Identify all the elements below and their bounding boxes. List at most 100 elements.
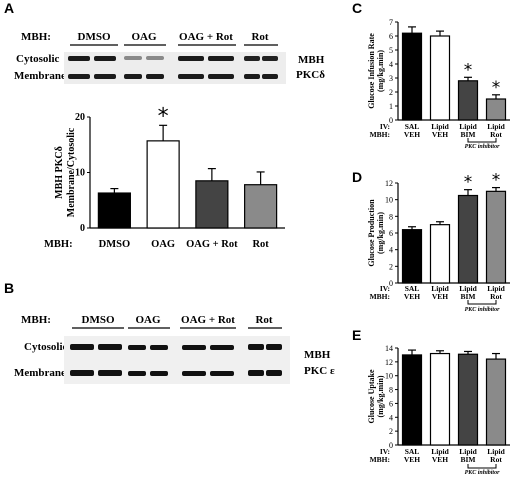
mbh-label: VEH — [404, 130, 420, 139]
iv-label: Lipid — [431, 122, 449, 131]
mbh-label: BIM — [461, 455, 476, 464]
bar — [457, 194, 479, 284]
bar — [485, 190, 507, 284]
x-tick-label: Rot — [252, 239, 269, 250]
y-tick-label: 6 — [389, 229, 393, 238]
x-tick-label: DMSO — [99, 239, 131, 250]
inhibitor-label: PKC inhibitor — [465, 470, 501, 476]
iv-label: Lipid — [487, 284, 505, 293]
y-tick-label: 4 — [389, 413, 393, 422]
band — [150, 371, 168, 376]
iv-label: Lipid — [431, 447, 449, 456]
band — [146, 74, 164, 79]
y-tick-label: 6 — [389, 32, 393, 41]
blot-a-group-oag-rot: OAG + Rot — [179, 31, 233, 43]
y-axis-label: MBH PKCδMembrane/Cytosolic — [54, 127, 77, 217]
inhibitor-bracket — [467, 300, 497, 305]
y-tick-label: 7 — [389, 18, 393, 27]
blot-b-group-dmso: DMSO — [82, 314, 115, 326]
bar — [457, 80, 479, 121]
band — [98, 370, 122, 376]
blot-b-group-oag-rot: OAG + Rot — [181, 314, 235, 326]
mbh-label: VEH — [432, 292, 448, 301]
x-tick-label: OAG + Rot — [186, 239, 238, 250]
y-tick-label: 1 — [389, 102, 393, 111]
y-axis-label: Glucose Production(mg/kg.min) — [367, 199, 385, 267]
y-tick-label: 2 — [389, 427, 393, 436]
iv-label: Lipid — [431, 284, 449, 293]
mbh-label: Rot — [490, 130, 502, 139]
mbh-label: BIM — [461, 292, 476, 301]
bar — [97, 192, 131, 229]
y-tick-label: 8 — [389, 212, 393, 221]
mbh-label: VEH — [404, 455, 420, 464]
iv-label: Lipid — [459, 122, 477, 131]
band — [244, 74, 260, 79]
band — [244, 56, 260, 61]
bar — [485, 98, 507, 121]
chart-c: 0 1 2 3 4 5 6 7 Glucose Infusion Rate(mg/kg.min)… — [367, 18, 510, 150]
band — [68, 56, 90, 61]
mbh-label: Rot — [490, 292, 502, 301]
band — [94, 74, 116, 79]
band — [128, 345, 146, 350]
band — [262, 74, 278, 79]
band — [266, 344, 282, 350]
blot-b-row-membrane: Membrane — [14, 367, 66, 379]
row-prefix-iv: IV: — [380, 122, 390, 131]
panel-label-c: C — [352, 0, 362, 16]
blot-b-side-label: MBH — [304, 349, 331, 361]
bar — [429, 352, 451, 446]
mbh-label: VEH — [404, 292, 420, 301]
band — [70, 344, 94, 350]
blot-b: MBH: DMSO OAG OAG + Rot Rot Cytosolic Me… — [14, 314, 335, 384]
bar — [401, 229, 423, 284]
blot-a-group-rot: Rot — [251, 31, 268, 43]
blot-a-side-label: MBH — [298, 54, 325, 66]
y-tick-label: 4 — [389, 246, 393, 255]
bar — [401, 354, 423, 446]
y-tick-label: 0 — [389, 441, 393, 450]
x-tick-label: OAG — [151, 239, 175, 250]
bar — [457, 353, 479, 446]
band — [70, 370, 94, 376]
significance-star: * — [464, 60, 473, 80]
iv-label: SAL — [405, 122, 420, 131]
blot-a-group-dmso: DMSO — [78, 31, 111, 43]
chart-d: 0 2 4 6 8 10 12 Glucose Production(mg/kg.min) * *… — [367, 171, 510, 313]
blot-a: MBH: DMSO OAG OAG + Rot Rot Cytosolic Me… — [14, 31, 325, 84]
y-tick-label: 10 — [385, 372, 393, 381]
bar — [146, 140, 180, 229]
mbh-label: BIM — [461, 130, 476, 139]
band — [248, 370, 264, 376]
y-tick-label: 10 — [75, 168, 85, 179]
band — [182, 371, 206, 376]
y-tick-label: 6 — [389, 399, 393, 408]
inhibitor-bracket — [467, 464, 497, 469]
mbh-label: Rot — [490, 455, 502, 464]
band — [68, 74, 90, 79]
row-prefix-iv: IV: — [380, 447, 390, 456]
iv-label: Lipid — [459, 447, 477, 456]
y-tick-label: 0 — [80, 223, 85, 234]
iv-label: Lipid — [487, 447, 505, 456]
band — [208, 74, 234, 79]
y-tick-label: 0 — [389, 279, 393, 288]
row-prefix-mbh: MBH: — [370, 130, 390, 139]
band — [124, 74, 142, 79]
blot-a-row-cytosolic: Cytosolic — [16, 53, 60, 65]
inhibitor-bracket — [467, 138, 497, 143]
iv-label: SAL — [405, 447, 420, 456]
blot-b-side-label: PKC ε — [304, 365, 335, 377]
band — [178, 56, 204, 61]
chart-e: 0 2 4 6 8 10 12 14 Glucose Uptake(mg/kg.min) IV:M… — [367, 344, 510, 476]
y-tick-label: 2 — [389, 262, 393, 271]
blot-b-bands — [70, 344, 282, 376]
bar — [401, 32, 423, 121]
iv-label: Lipid — [487, 122, 505, 131]
significance-star: * — [492, 171, 501, 191]
blot-b-row-cytosolic: Cytosolic — [24, 341, 68, 353]
row-prefix-mbh: MBH: — [370, 292, 390, 301]
y-tick-label: 3 — [389, 74, 393, 83]
